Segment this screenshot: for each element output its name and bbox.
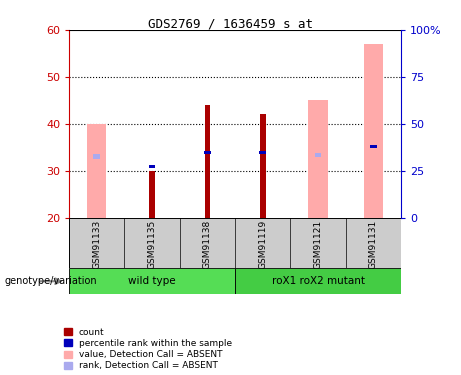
Bar — [205, 105, 210, 218]
Bar — [315, 153, 321, 157]
Text: GSM91131: GSM91131 — [369, 220, 378, 269]
Legend: count, percentile rank within the sample, value, Detection Call = ABSENT, rank, : count, percentile rank within the sample… — [65, 328, 232, 370]
Text: genotype/variation: genotype/variation — [5, 276, 97, 286]
Bar — [260, 151, 266, 154]
Bar — [94, 154, 100, 159]
Bar — [149, 165, 155, 168]
Bar — [370, 145, 377, 148]
Text: roX1 roX2 mutant: roX1 roX2 mutant — [272, 276, 365, 286]
Bar — [87, 124, 106, 218]
Text: GSM91138: GSM91138 — [203, 220, 212, 269]
Bar — [69, 268, 235, 294]
Text: GSM91119: GSM91119 — [258, 220, 267, 269]
Bar — [235, 268, 401, 294]
Bar — [94, 154, 100, 159]
Bar — [260, 114, 266, 218]
Bar — [204, 151, 211, 154]
Bar — [315, 153, 321, 157]
Bar — [308, 100, 328, 218]
Text: GSM91133: GSM91133 — [92, 220, 101, 269]
Bar — [149, 171, 155, 217]
Text: GSM91135: GSM91135 — [148, 220, 157, 269]
Text: GSM91121: GSM91121 — [313, 220, 323, 269]
Bar — [364, 44, 383, 218]
Text: GDS2769 / 1636459_s_at: GDS2769 / 1636459_s_at — [148, 17, 313, 30]
Text: wild type: wild type — [128, 276, 176, 286]
